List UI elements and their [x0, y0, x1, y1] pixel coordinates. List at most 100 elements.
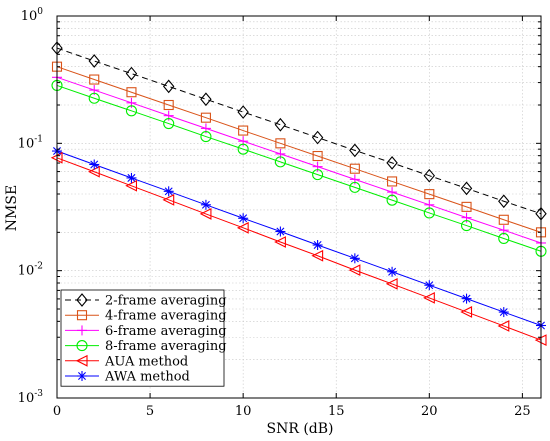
- series-line-2: [56, 66, 542, 233]
- triangle-left-marker: [162, 193, 175, 206]
- triangle-left-marker: [385, 278, 398, 290]
- triangle-left-marker: [348, 264, 361, 277]
- legend-entry: AUA method: [65, 354, 188, 369]
- legend-label: AWA method: [104, 370, 190, 385]
- circle-marker: [163, 118, 175, 130]
- legend-label: 6-frame averaging: [105, 324, 227, 339]
- triangle-left-marker: [75, 354, 88, 367]
- legend-label: AUA method: [104, 354, 188, 369]
- legend-label: 8-frame averaging: [105, 339, 227, 354]
- triangle-left-marker: [311, 249, 324, 262]
- y-tick-label: 10-3: [18, 389, 44, 406]
- diamond-marker: [76, 293, 88, 307]
- diamond-marker: [311, 130, 324, 145]
- square-marker: [76, 310, 88, 321]
- square-marker: [238, 125, 249, 136]
- asterisk-marker: [163, 186, 174, 197]
- square-marker: [387, 176, 398, 187]
- asterisk-marker: [89, 159, 100, 170]
- diamond-marker: [200, 92, 212, 107]
- axis-ticks: [56, 15, 541, 399]
- square-marker: [200, 112, 211, 123]
- diamond-marker: [125, 66, 138, 81]
- diamond-marker: [88, 54, 100, 68]
- circle-marker: [349, 181, 361, 193]
- series-line-3: [56, 76, 542, 244]
- circle-marker: [498, 232, 510, 245]
- triangle-left-marker: [274, 236, 286, 248]
- asterisk-marker: [238, 213, 249, 224]
- square-marker: [275, 138, 286, 149]
- square-marker: [163, 99, 174, 111]
- legend-entry: AWA method: [65, 370, 190, 385]
- series-line-6: [56, 150, 542, 326]
- square-marker: [126, 87, 137, 98]
- y-tick-label: 100: [21, 7, 44, 24]
- circle-marker: [312, 169, 324, 181]
- x-tick-label: 0: [53, 404, 61, 419]
- triangle-left-marker: [497, 320, 510, 332]
- diamond-marker: [274, 117, 287, 132]
- circle-marker: [76, 340, 88, 352]
- y-tick-labels: 100 10-1 10-2 10-3: [18, 7, 44, 406]
- asterisk-marker: [312, 240, 323, 251]
- asterisk-marker: [461, 293, 472, 304]
- legend-label: 2-frame averaging: [105, 294, 227, 309]
- legend-label: 4-frame averaging: [105, 309, 227, 324]
- diamond-marker: [423, 168, 436, 183]
- circle-marker: [237, 143, 249, 155]
- x-tick-label: 10: [235, 404, 252, 419]
- series-line-5: [56, 157, 542, 341]
- triangle-left-marker: [236, 221, 249, 234]
- triangle-left-marker: [125, 179, 138, 192]
- x-tick-label: 20: [421, 404, 438, 419]
- diamond-marker: [460, 181, 473, 196]
- square-marker: [349, 163, 360, 174]
- diamond-marker: [237, 105, 249, 119]
- legend-entry: 2-frame averaging: [65, 293, 227, 309]
- y-axis-title: NMSE: [4, 185, 20, 231]
- asterisk-marker: [424, 280, 435, 291]
- diamond-marker: [386, 156, 398, 170]
- series-lines: [56, 47, 542, 341]
- diamond-marker: [498, 194, 510, 209]
- plot-frame: [56, 15, 542, 399]
- y-tick-label: 10-2: [18, 262, 43, 279]
- circle-marker: [423, 207, 435, 219]
- asterisk-marker: [387, 266, 398, 277]
- asterisk-marker: [200, 199, 211, 210]
- asterisk-marker: [77, 371, 87, 381]
- plus-marker: [77, 325, 87, 336]
- square-marker: [461, 201, 472, 212]
- y-tick-label: 10-1: [18, 134, 43, 151]
- triangle-left-marker: [460, 306, 473, 318]
- square-marker: [89, 74, 100, 85]
- diamond-marker: [162, 79, 175, 94]
- x-tick-labels: 0 5 10 15 20 25: [53, 404, 531, 419]
- series-line-4: [56, 84, 542, 252]
- asterisk-marker: [349, 253, 360, 264]
- x-tick-label: 25: [514, 404, 531, 419]
- legend-entry: 6-frame averaging: [65, 324, 227, 339]
- triangle-left-marker: [199, 208, 212, 220]
- square-marker: [498, 214, 509, 225]
- asterisk-marker: [126, 172, 137, 183]
- x-tick-label: 5: [146, 404, 154, 419]
- circle-marker: [125, 105, 138, 117]
- square-marker: [424, 189, 435, 200]
- circle-marker: [88, 92, 100, 104]
- circle-marker: [386, 194, 398, 206]
- x-tick-label: 15: [328, 404, 345, 419]
- circle-marker: [460, 220, 473, 232]
- circle-marker: [200, 131, 212, 143]
- series-markers: [50, 41, 547, 346]
- x-axis-title: SNR (dB): [266, 421, 333, 437]
- series-points-2: [51, 61, 547, 238]
- legend-entry: 8-frame averaging: [65, 339, 227, 354]
- series-points-6: [52, 146, 546, 331]
- legend-box: [60, 289, 225, 387]
- asterisk-marker: [498, 307, 509, 318]
- triangle-left-marker: [423, 292, 435, 304]
- diamond-marker: [349, 143, 361, 158]
